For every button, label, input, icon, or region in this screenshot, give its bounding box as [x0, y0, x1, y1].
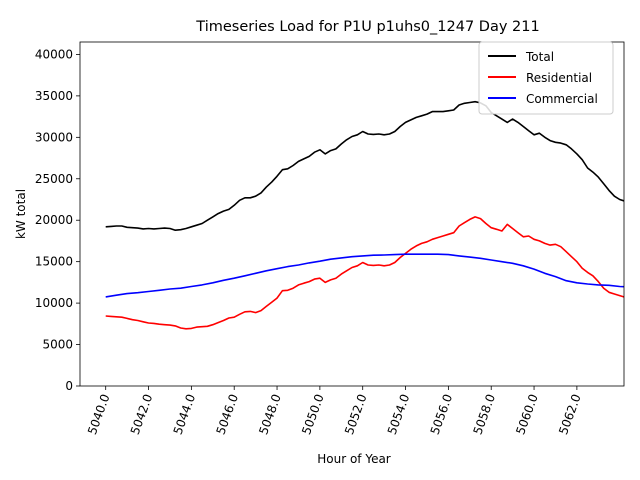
- legend-label-total: Total: [525, 50, 554, 64]
- series-line-residential: [105, 216, 624, 330]
- y-tick-label: 5000: [42, 338, 73, 352]
- x-tick-label: 5058.0: [471, 392, 499, 436]
- x-tick-label: 5062.0: [556, 392, 584, 436]
- y-tick-label: 35000: [35, 89, 73, 103]
- y-tick-label: 30000: [35, 130, 73, 144]
- x-tick-label: 5044.0: [171, 392, 199, 436]
- legend-box: [478, 41, 614, 115]
- y-tick-label: 40000: [35, 47, 73, 61]
- legend-label-commercial: Commercial: [526, 92, 598, 106]
- y-tick-label: 15000: [35, 255, 73, 269]
- x-axis-ticks: 5040.0 5042.0 5044.0 5046.0 5048.0 5050.0 5052…: [85, 386, 584, 436]
- x-tick-label: 5042.0: [128, 392, 156, 436]
- series-layer: [105, 100, 624, 330]
- plot-frame: [79, 41, 625, 387]
- x-axis-label: Hour of Year: [317, 452, 391, 466]
- y-axis-label: kW total: [14, 189, 28, 239]
- y-axis-ticks: 0 5000 10000 15000 20000 25000 30000 35000 40000: [35, 47, 80, 393]
- y-tick-label: 20000: [35, 213, 73, 227]
- x-tick-label: 5056.0: [428, 392, 456, 436]
- x-tick-label: 5054.0: [385, 392, 413, 436]
- chart-title: Timeseries Load for P1U p1uhs0_1247 Day …: [195, 19, 539, 35]
- legend: Total Residential Commercial: [478, 41, 614, 115]
- x-tick-label: 5060.0: [513, 392, 541, 436]
- y-tick-label: 0: [65, 379, 73, 393]
- x-tick-label: 5052.0: [342, 392, 370, 436]
- y-tick-label: 10000: [35, 296, 73, 310]
- x-tick-label: 5050.0: [299, 392, 327, 436]
- series-line-total: [105, 100, 624, 231]
- y-tick-label: 25000: [35, 172, 73, 186]
- x-tick-label: 5040.0: [85, 392, 113, 436]
- x-tick-label: 5046.0: [214, 392, 242, 436]
- plot-area: [79, 41, 625, 387]
- series-line-commercial: [105, 253, 624, 298]
- x-tick-label: 5048.0: [256, 392, 284, 436]
- legend-label-residential: Residential: [526, 71, 592, 85]
